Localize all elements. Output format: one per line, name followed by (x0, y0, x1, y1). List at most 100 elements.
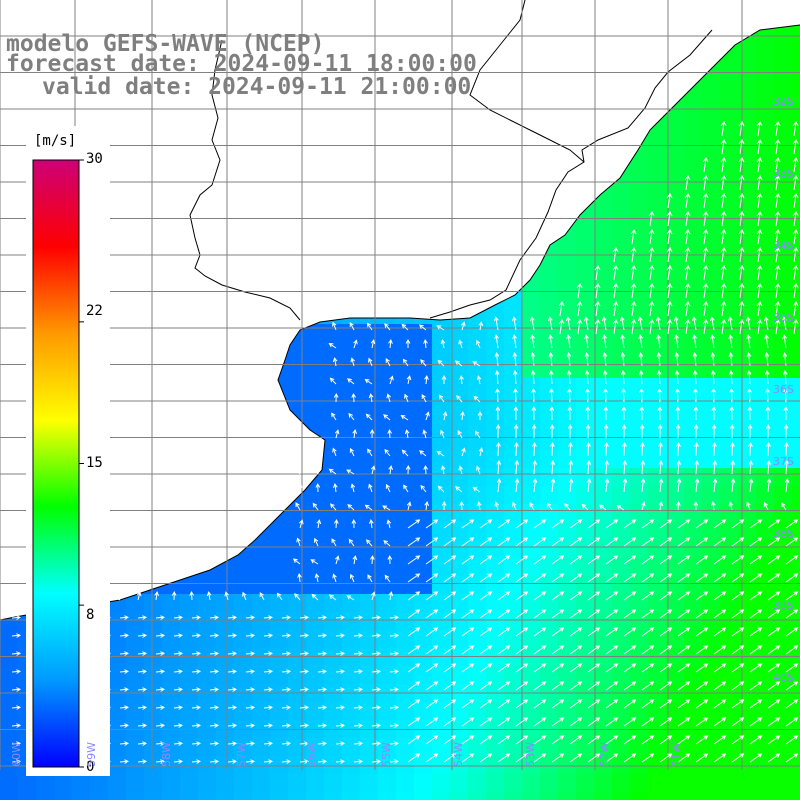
lon-label-57w: 57W (235, 742, 248, 767)
field-cell (306, 522, 324, 540)
field-cell (576, 450, 594, 468)
field-cell (432, 738, 450, 756)
field-cell (468, 450, 486, 468)
field-cell (594, 468, 612, 486)
field-cell (180, 774, 198, 792)
field-cell (594, 450, 612, 468)
lon-label-59w: 59W (85, 742, 98, 767)
field-cell (414, 486, 432, 504)
wind-arrow (353, 759, 364, 764)
field-cell (324, 738, 342, 756)
wind-arrow (227, 651, 238, 656)
wind-arrow (425, 645, 439, 655)
wind-arrow (604, 478, 610, 493)
field-cell (540, 702, 558, 720)
wind-arrow (515, 573, 529, 583)
wind-arrow (406, 375, 412, 385)
field-cell (342, 378, 360, 396)
field-cell (684, 774, 702, 792)
wind-arrow (297, 447, 302, 457)
field-cell (540, 522, 558, 540)
wind-arrow (479, 519, 493, 529)
wind-arrow (785, 519, 799, 529)
field-cell (702, 360, 720, 378)
wind-arrow (496, 478, 502, 493)
wind-arrow (532, 441, 537, 457)
wind-arrow (347, 378, 355, 385)
field-cell (360, 378, 378, 396)
field-cell (558, 306, 576, 324)
wind-arrow (299, 723, 310, 728)
field-cell (792, 396, 800, 414)
field-cell (450, 792, 468, 800)
wind-arrow (587, 609, 601, 619)
field-cell (612, 504, 630, 522)
field-cell (738, 504, 756, 522)
field-cell (612, 216, 630, 234)
field-cell (270, 792, 288, 800)
field-cell (630, 396, 648, 414)
field-cell (378, 630, 396, 648)
field-cell (360, 468, 378, 486)
field-cell (504, 576, 522, 594)
field-cell (198, 630, 216, 648)
wind-arrow (389, 705, 400, 710)
wind-arrow (461, 537, 475, 547)
field-cell (774, 414, 792, 432)
wind-arrow (702, 211, 709, 227)
wind-arrow (738, 283, 745, 299)
wind-arrow (191, 741, 202, 746)
wind-arrow (623, 609, 637, 619)
field-cell (468, 540, 486, 558)
wind-arrow (774, 283, 781, 299)
field-cell (450, 360, 468, 378)
wind-arrow (749, 717, 763, 727)
wind-arrow (605, 627, 619, 637)
field-cell (450, 378, 468, 396)
wind-arrow (585, 405, 591, 421)
field-cell (648, 378, 666, 396)
field-cell (504, 756, 522, 774)
wind-arrow (497, 663, 511, 673)
wind-arrow (587, 519, 601, 529)
wind-arrow (684, 175, 691, 191)
field-cell (630, 612, 648, 630)
field-cell (180, 738, 198, 756)
field-cell (432, 522, 450, 540)
wind-arrow (702, 193, 709, 209)
field-cell (792, 252, 800, 270)
field-cell (666, 540, 684, 558)
field-cell (738, 576, 756, 594)
wind-arrow (515, 663, 529, 673)
wind-arrow (677, 645, 691, 655)
wind-arrow (720, 175, 727, 191)
field-cell (720, 432, 738, 450)
field-cell (270, 774, 288, 792)
wind-arrow (389, 669, 400, 674)
wind-arrow (173, 687, 184, 692)
wind-arrow (605, 591, 619, 601)
field-cell (756, 108, 774, 126)
wind-arrow (332, 447, 337, 457)
wind-arrow (368, 357, 373, 367)
wind-arrow (407, 519, 421, 529)
field-cell (414, 504, 432, 522)
wind-arrow (623, 537, 637, 547)
wind-arrow (171, 590, 177, 601)
field-cell (540, 540, 558, 558)
field-cell (504, 774, 522, 792)
field-cell (558, 774, 576, 792)
wind-arrow (684, 193, 691, 209)
wind-arrow (461, 321, 466, 331)
field-cell (792, 360, 800, 378)
field-cell (324, 468, 342, 486)
wind-arrow (630, 265, 637, 281)
field-cell (756, 306, 774, 324)
wind-arrow (612, 247, 619, 263)
wind-arrow (479, 627, 493, 637)
field-cell (432, 774, 450, 792)
wind-arrow (648, 247, 655, 263)
field-cell (360, 414, 378, 432)
field-cell (720, 108, 738, 126)
wind-arrow (227, 705, 238, 710)
